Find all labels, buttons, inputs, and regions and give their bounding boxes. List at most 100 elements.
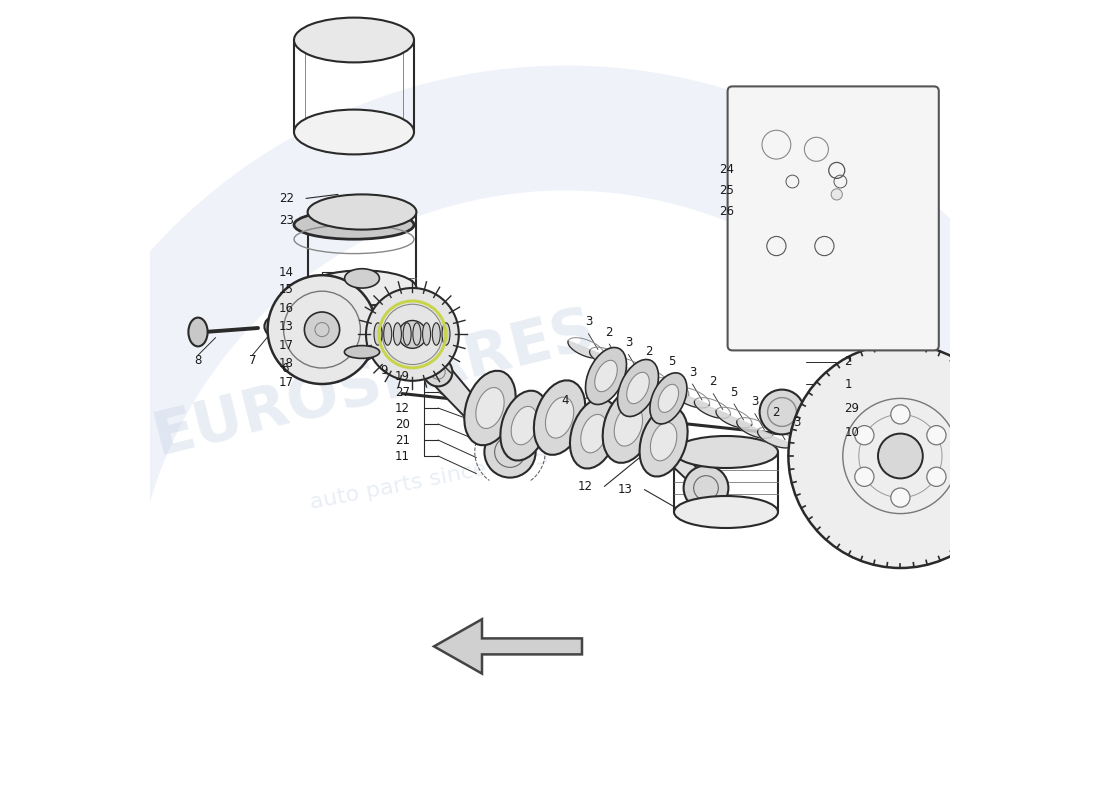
Ellipse shape: [546, 397, 574, 438]
Ellipse shape: [650, 422, 676, 461]
Ellipse shape: [384, 322, 392, 346]
Ellipse shape: [570, 398, 618, 469]
Text: 21: 21: [395, 434, 410, 446]
Ellipse shape: [188, 318, 208, 346]
Text: EUROSPARES: EUROSPARES: [146, 301, 602, 467]
Ellipse shape: [308, 194, 417, 230]
Ellipse shape: [534, 380, 585, 455]
Circle shape: [832, 189, 843, 200]
Circle shape: [424, 358, 452, 386]
Text: 4: 4: [561, 394, 569, 406]
Ellipse shape: [585, 347, 627, 405]
Text: 2: 2: [845, 355, 851, 368]
Text: 18: 18: [279, 358, 294, 370]
Text: 27: 27: [395, 386, 410, 398]
Text: 3: 3: [585, 315, 592, 328]
Text: 29: 29: [845, 402, 859, 414]
Polygon shape: [716, 410, 751, 428]
Text: 16: 16: [279, 302, 294, 314]
Text: 5: 5: [730, 386, 738, 398]
Ellipse shape: [464, 370, 516, 446]
Text: 23: 23: [279, 214, 294, 226]
Text: 17: 17: [279, 339, 294, 352]
Text: 17: 17: [279, 376, 294, 389]
Polygon shape: [652, 381, 689, 398]
Ellipse shape: [374, 322, 382, 346]
Polygon shape: [737, 421, 772, 438]
Circle shape: [855, 426, 875, 445]
Text: 13: 13: [617, 483, 632, 496]
Circle shape: [267, 275, 376, 384]
Circle shape: [878, 434, 923, 478]
Circle shape: [264, 317, 284, 336]
Text: 12: 12: [395, 402, 410, 414]
Ellipse shape: [403, 322, 411, 346]
Ellipse shape: [674, 436, 778, 468]
Polygon shape: [694, 401, 730, 418]
Circle shape: [891, 488, 910, 507]
Circle shape: [789, 344, 1012, 568]
Circle shape: [891, 405, 910, 424]
Polygon shape: [429, 364, 516, 458]
Circle shape: [683, 466, 728, 510]
Text: 10: 10: [845, 426, 859, 438]
Text: 8: 8: [195, 354, 201, 366]
Text: 2: 2: [710, 375, 717, 388]
Ellipse shape: [627, 372, 649, 404]
Ellipse shape: [614, 405, 642, 446]
Text: 14: 14: [279, 266, 294, 278]
Ellipse shape: [294, 110, 414, 154]
Text: 15: 15: [279, 283, 294, 296]
Ellipse shape: [476, 387, 504, 429]
Text: 20: 20: [395, 418, 410, 430]
Polygon shape: [568, 341, 604, 358]
Text: 5: 5: [668, 355, 675, 368]
Text: 2: 2: [605, 326, 613, 338]
Circle shape: [855, 467, 875, 486]
Circle shape: [484, 426, 536, 478]
Text: 1: 1: [845, 378, 851, 390]
Circle shape: [927, 467, 946, 486]
Ellipse shape: [294, 18, 414, 62]
Text: 24: 24: [719, 163, 734, 176]
Polygon shape: [434, 619, 582, 674]
Ellipse shape: [658, 384, 679, 413]
Ellipse shape: [603, 388, 654, 463]
Ellipse shape: [294, 210, 414, 239]
Polygon shape: [590, 350, 626, 368]
Polygon shape: [758, 430, 793, 448]
Ellipse shape: [650, 373, 686, 424]
Ellipse shape: [617, 359, 659, 417]
Ellipse shape: [344, 269, 380, 288]
Text: 2: 2: [772, 406, 779, 418]
Circle shape: [366, 288, 459, 381]
Ellipse shape: [639, 406, 688, 477]
Text: 3: 3: [751, 395, 759, 408]
Text: 22: 22: [279, 192, 294, 205]
Text: 19: 19: [395, 370, 410, 382]
Ellipse shape: [581, 414, 607, 453]
Text: 3: 3: [793, 416, 800, 429]
Ellipse shape: [308, 270, 417, 306]
Polygon shape: [673, 390, 710, 408]
Polygon shape: [632, 370, 668, 388]
Ellipse shape: [512, 406, 538, 445]
Ellipse shape: [432, 322, 440, 346]
Text: 7: 7: [249, 354, 256, 366]
Ellipse shape: [595, 360, 617, 392]
Text: 3: 3: [625, 336, 632, 349]
Ellipse shape: [412, 322, 421, 346]
Circle shape: [398, 321, 427, 348]
FancyBboxPatch shape: [727, 86, 938, 350]
Text: 26: 26: [719, 205, 734, 218]
Ellipse shape: [500, 390, 549, 461]
Text: 6: 6: [280, 362, 288, 374]
Text: 9: 9: [379, 364, 387, 377]
Circle shape: [760, 390, 804, 434]
Ellipse shape: [674, 496, 778, 528]
Ellipse shape: [344, 346, 380, 358]
Text: 12: 12: [578, 480, 593, 493]
Text: 25: 25: [719, 184, 734, 197]
Circle shape: [305, 312, 340, 347]
Text: 11: 11: [395, 450, 410, 462]
